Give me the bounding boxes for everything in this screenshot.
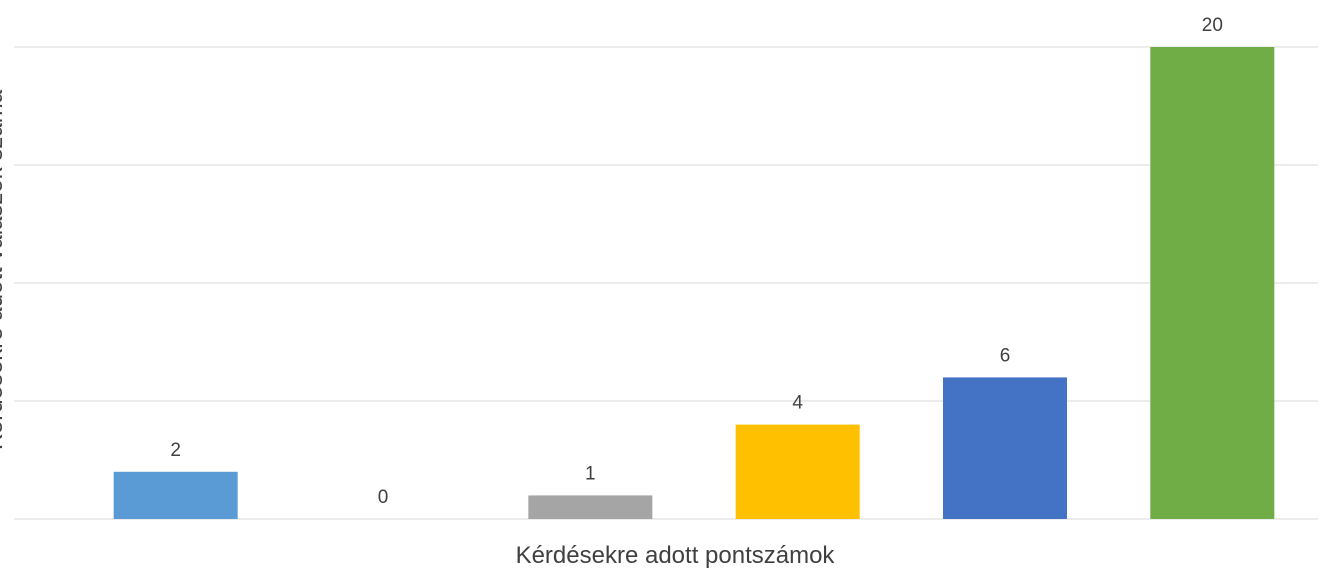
gridlines	[14, 46, 1318, 520]
x-axis-title: Kérdésekre adott pontszámok	[516, 542, 836, 569]
bar-5	[943, 377, 1067, 519]
data-label-1: 2	[170, 440, 181, 461]
bar-6	[1150, 47, 1275, 519]
bar-1	[113, 471, 238, 519]
bar-4	[735, 424, 860, 519]
data-label-3: 1	[585, 463, 596, 484]
y-axis-title: Kérdésekre adott válaszok száma	[0, 89, 8, 450]
data-label-4: 4	[792, 393, 803, 414]
data-label-5: 6	[1000, 345, 1011, 366]
bar-3	[528, 495, 653, 519]
data-label-6: 20	[1202, 15, 1223, 36]
bars	[113, 47, 1275, 519]
data-label-2: 0	[378, 487, 389, 508]
